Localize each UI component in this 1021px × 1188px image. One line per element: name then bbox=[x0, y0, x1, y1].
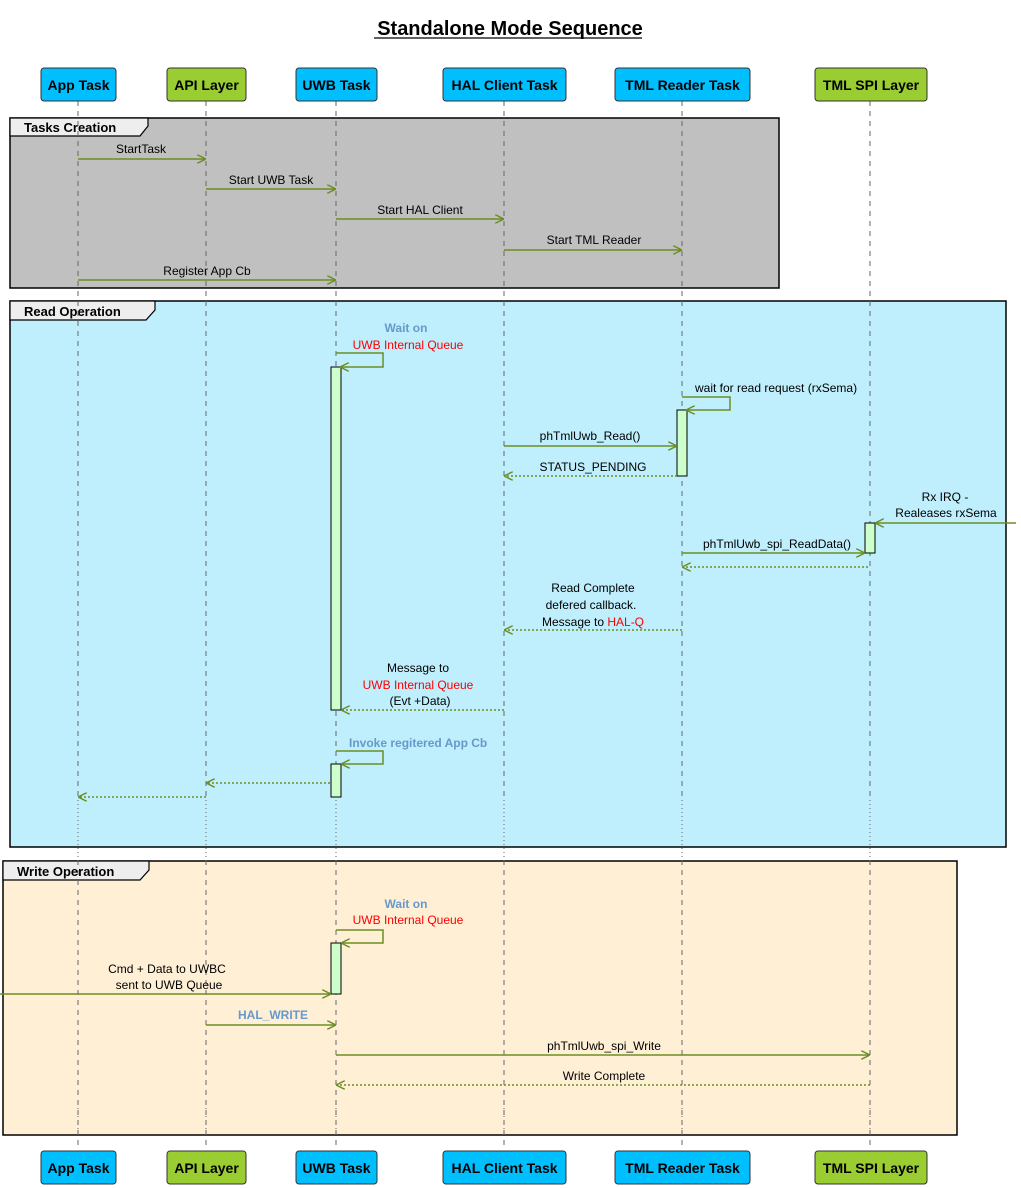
participant-tmlr-top: TML Reader Task bbox=[614, 67, 751, 102]
group-write-operation: Write Operation bbox=[2, 860, 958, 1136]
participant-app-bottom: App Task bbox=[40, 1150, 117, 1185]
message-cmd-data-to-uwbc: Cmd + Data to UWBC sent to UWB Queue bbox=[0, 962, 330, 994]
svg-text:defered callback.: defered callback. bbox=[546, 598, 637, 612]
svg-text:Read Complete: Read Complete bbox=[551, 581, 635, 595]
participant-spi-bottom: TML SPI Layer bbox=[814, 1150, 928, 1185]
svg-text:UWB Internal Queue: UWB Internal Queue bbox=[353, 338, 464, 352]
svg-text:Message to HAL-Q: Message to HAL-Q bbox=[542, 615, 644, 629]
self-message-wait-on-queue-read: Wait on UWB Internal Queue bbox=[336, 321, 464, 367]
group-read-operation: Read Operation bbox=[9, 300, 1007, 848]
svg-text:phTmlUwb_Read(): phTmlUwb_Read() bbox=[540, 429, 641, 443]
group-label: Tasks Creation bbox=[24, 120, 116, 135]
activation-uwb-read bbox=[330, 366, 342, 711]
participant-label: App Task bbox=[48, 1160, 110, 1176]
svg-text:Realeases rxSema: Realeases rxSema bbox=[895, 506, 997, 520]
svg-text:Invoke regitered App Cb: Invoke regitered App Cb bbox=[349, 736, 487, 750]
activation-spi-read bbox=[864, 522, 876, 554]
svg-text:UWB Internal Queue: UWB Internal Queue bbox=[363, 678, 474, 692]
participant-uwb-bottom: UWB Task bbox=[295, 1150, 378, 1185]
group-tasks-creation: Tasks Creation bbox=[9, 117, 780, 289]
participant-label: API Layer bbox=[174, 77, 239, 93]
svg-text:StartTask: StartTask bbox=[116, 142, 167, 156]
activation-uwb-callback bbox=[330, 763, 342, 798]
participants-top: App Task API Layer UWB Task HAL Client T… bbox=[40, 67, 928, 102]
participant-hal-bottom: HAL Client Task bbox=[442, 1150, 567, 1185]
svg-text:Rx IRQ -: Rx IRQ - bbox=[922, 490, 969, 504]
message-rx-irq: Rx IRQ - Realeases rxSema bbox=[876, 490, 1016, 523]
participant-label: API Layer bbox=[174, 1160, 239, 1176]
message-start-task: StartTask bbox=[78, 142, 205, 159]
message-start-hal-client: Start HAL Client bbox=[336, 203, 503, 219]
self-message-wait-on-queue-write: Wait on UWB Internal Queue bbox=[336, 897, 464, 943]
message-to-uwb-queue: Message to UWB Internal Queue (Evt +Data… bbox=[342, 661, 504, 710]
message-start-tml-reader: Start TML Reader bbox=[504, 233, 681, 250]
activation-bars bbox=[330, 366, 876, 995]
message-hal-write: HAL_WRITE bbox=[206, 1008, 335, 1025]
message-start-uwb-task: Start UWB Task bbox=[206, 173, 335, 189]
svg-text:Start UWB Task: Start UWB Task bbox=[229, 173, 314, 187]
participant-api-bottom: API Layer bbox=[166, 1150, 247, 1185]
message-register-app-cb: Register App Cb bbox=[78, 264, 335, 280]
message-phtmluwb-read: phTmlUwb_Read() bbox=[504, 429, 676, 446]
participant-spi-top: TML SPI Layer bbox=[814, 67, 928, 102]
svg-text:STATUS_PENDING: STATUS_PENDING bbox=[540, 460, 647, 474]
participant-label: UWB Task bbox=[302, 77, 370, 93]
participant-label: HAL Client Task bbox=[451, 1160, 557, 1176]
svg-text:phTmlUwb_spi_ReadData(): phTmlUwb_spi_ReadData() bbox=[703, 537, 851, 551]
participants-bottom: App Task API Layer UWB Task HAL Client T… bbox=[40, 1150, 928, 1185]
self-message-wait-for-read-request: wait for read request (rxSema) bbox=[682, 381, 857, 410]
svg-text:UWB Internal Queue: UWB Internal Queue bbox=[353, 913, 464, 927]
svg-text:Cmd + Data to UWBC: Cmd + Data to UWBC bbox=[108, 962, 226, 976]
svg-text:Message to: Message to bbox=[387, 661, 449, 675]
svg-text:(Evt +Data): (Evt +Data) bbox=[389, 694, 450, 708]
message-write-complete: Write Complete bbox=[337, 1069, 870, 1085]
svg-text:sent to UWB Queue: sent to UWB Queue bbox=[116, 978, 223, 992]
participant-uwb-top: UWB Task bbox=[295, 67, 378, 102]
svg-text:HAL_WRITE: HAL_WRITE bbox=[238, 1008, 308, 1022]
svg-text:phTmlUwb_spi_Write: phTmlUwb_spi_Write bbox=[547, 1039, 661, 1053]
participant-tmlr-bottom: TML Reader Task bbox=[614, 1150, 751, 1185]
activation-uwb-write bbox=[330, 942, 342, 995]
svg-text:Wait on: Wait on bbox=[385, 897, 428, 911]
participant-label: UWB Task bbox=[302, 1160, 370, 1176]
diagram-title: Standalone Mode Sequence bbox=[377, 18, 643, 40]
svg-text:Start TML Reader: Start TML Reader bbox=[547, 233, 642, 247]
svg-text:Write Complete: Write Complete bbox=[563, 1069, 646, 1083]
svg-text:Register App Cb: Register App Cb bbox=[163, 264, 251, 278]
lifelines bbox=[77, 101, 871, 1150]
activation-tmlr-read bbox=[676, 409, 688, 477]
participant-label: TML Reader Task bbox=[625, 77, 740, 93]
group-label: Write Operation bbox=[17, 864, 114, 879]
participant-label: TML SPI Layer bbox=[823, 77, 920, 93]
message-spi-readdata: phTmlUwb_spi_ReadData() bbox=[682, 537, 864, 553]
svg-text:wait for read request (rxSema): wait for read request (rxSema) bbox=[694, 381, 857, 395]
svg-text:Start HAL Client: Start HAL Client bbox=[377, 203, 463, 217]
self-message-invoke-app-cb: Invoke regitered App Cb bbox=[336, 736, 487, 764]
message-status-pending: STATUS_PENDING bbox=[505, 460, 677, 476]
participant-hal-top: HAL Client Task bbox=[442, 67, 567, 102]
participant-label: App Task bbox=[48, 77, 110, 93]
participant-label: TML Reader Task bbox=[625, 1160, 740, 1176]
group-label: Read Operation bbox=[24, 304, 121, 319]
message-spi-write: phTmlUwb_spi_Write bbox=[336, 1039, 869, 1055]
svg-text:Wait on: Wait on bbox=[385, 321, 428, 335]
participant-label: HAL Client Task bbox=[451, 77, 557, 93]
message-read-complete: Read Complete defered callback. Message … bbox=[505, 581, 682, 630]
participant-app-top: App Task bbox=[40, 67, 117, 102]
participant-label: TML SPI Layer bbox=[823, 1160, 920, 1176]
participant-api-top: API Layer bbox=[166, 67, 247, 102]
